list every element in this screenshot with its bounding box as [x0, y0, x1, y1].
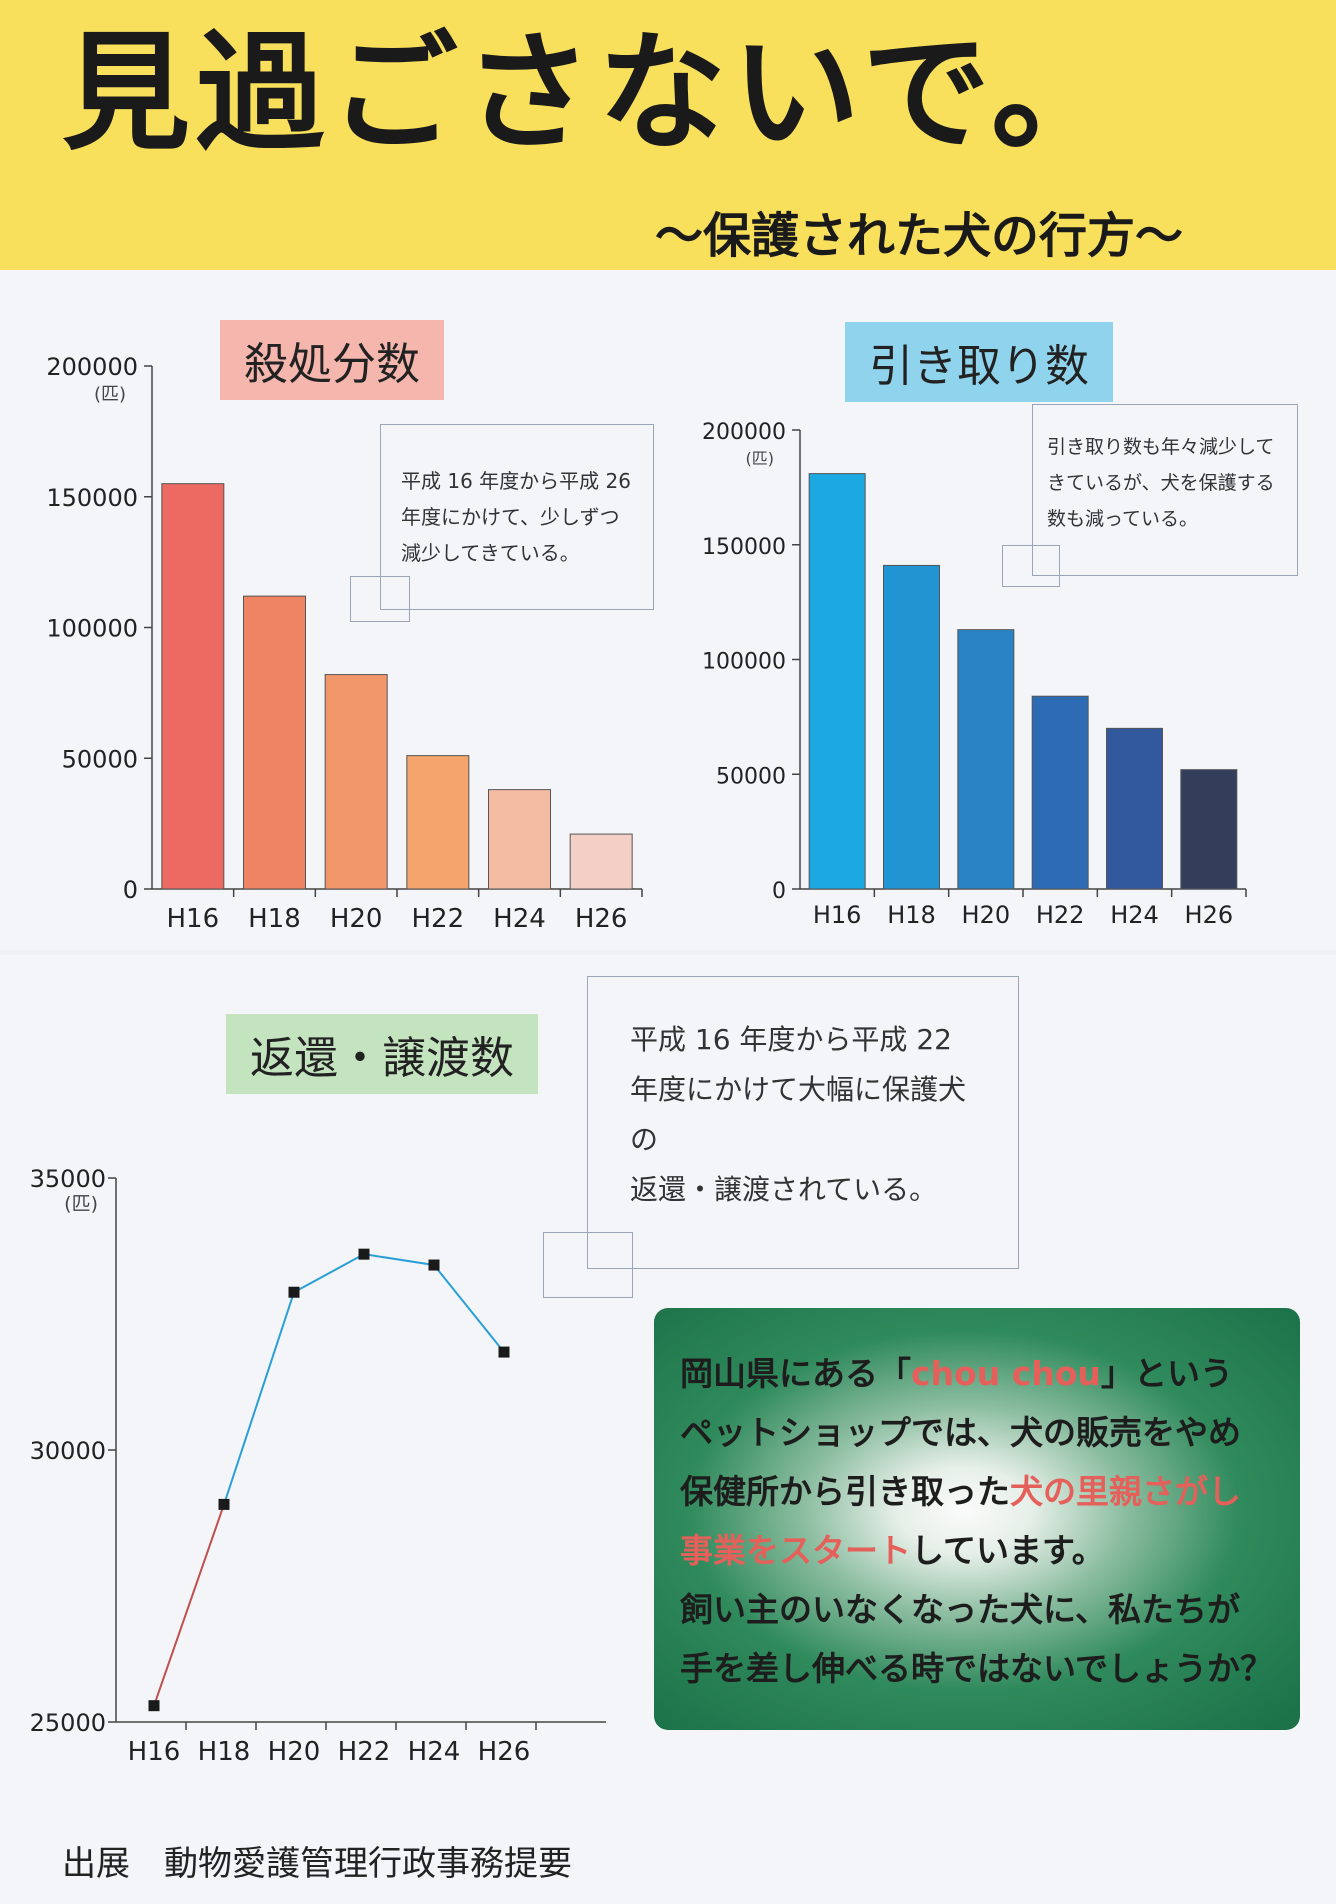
note-connector-box	[543, 1232, 633, 1298]
kill-bar	[324, 674, 388, 890]
source-citation: 出展 動物愛護管理行政事務提要	[62, 1836, 606, 1885]
return-line-segment	[223, 1291, 295, 1505]
takein-y-tick-label: 0	[772, 879, 786, 904]
kill-bar	[243, 595, 306, 890]
takein-y-tick-label: 50000	[716, 764, 786, 789]
return-line-segment	[153, 1504, 225, 1707]
kill-y-tick-label: 100000	[46, 615, 138, 643]
source-text: 動物愛護管理行政事務提要	[164, 1844, 572, 1884]
callout-text: 保健所から引き取った	[680, 1472, 1010, 1511]
kill-bar	[161, 483, 225, 890]
page-title: 見過ごさないで。	[62, 19, 1126, 168]
header-banner: 見過ごさないで。 〜保護された犬の行方〜	[0, 0, 1336, 276]
shop-name: chou chou	[911, 1354, 1101, 1393]
takein-bar	[883, 564, 940, 890]
callout-line: ペットショップでは、犬の販売をやめ	[680, 1413, 1241, 1452]
kill-x-tick-label: H16	[167, 904, 220, 934]
kill-x-tick-label: H18	[248, 904, 301, 934]
takein-bar	[808, 473, 866, 890]
return-y-tick-label: 25000	[30, 1709, 106, 1737]
return-data-point	[148, 1700, 160, 1712]
return-line-segment	[293, 1253, 365, 1294]
return-line-segment	[363, 1253, 435, 1267]
kill-chart-title: 殺処分数	[220, 320, 444, 400]
takein-y-tick-label: 200000	[702, 420, 786, 445]
takein-bar	[1180, 769, 1238, 890]
takein-x-tick-label: H22	[1036, 901, 1085, 929]
return-x-tick-label: H26	[478, 1737, 531, 1767]
kill-chart-note: 平成 16 年度から平成 26 年度にかけて、少しずつ 減少してきている。	[380, 424, 654, 610]
return-data-point	[288, 1286, 300, 1298]
return-x-tick-label: H18	[198, 1737, 251, 1767]
takein-y-tick-label: 100000	[702, 650, 786, 675]
takein-x-tick-label: H18	[887, 901, 936, 929]
kill-y-tick-label: 150000	[46, 484, 138, 512]
kill-y-tick-label: 200000	[46, 353, 138, 381]
takein-y-tick-label: 150000	[702, 535, 786, 560]
note-line: 年度にかけて、少しずつ	[401, 505, 620, 529]
kill-y-tick-label: 50000	[62, 745, 138, 773]
note-line: 年度にかけて大幅に保護犬の	[630, 1073, 967, 1156]
note-line: 平成 16 年度から平成 22	[630, 1023, 952, 1056]
page-subtitle: 〜保護された犬の行方〜	[655, 208, 1184, 264]
callout-line: 岡山県にある「chou chou」という	[680, 1344, 1274, 1403]
return-chart-title: 返還・譲渡数	[226, 1014, 538, 1094]
return-data-point	[358, 1248, 370, 1260]
return-y-tick-label: 35000	[30, 1165, 106, 1193]
takein-unit-label: (匹)	[746, 449, 775, 468]
return-chart-note: 平成 16 年度から平成 22 年度にかけて大幅に保護犬の 返還・譲渡されている…	[587, 976, 1019, 1269]
kill-bar	[406, 755, 470, 890]
return-x-tick-label: H16	[128, 1737, 181, 1767]
takein-bar	[1031, 695, 1089, 890]
note-connector-box	[1002, 545, 1060, 587]
note-line: 引き取り数も年々減少して	[1047, 436, 1275, 458]
takein-x-tick-label: H24	[1110, 901, 1159, 929]
return-line-segment	[433, 1264, 505, 1353]
takein-bar	[957, 629, 1015, 890]
callout-text: 」という	[1100, 1354, 1233, 1393]
takein-x-tick-label: H26	[1185, 901, 1234, 929]
return-y-tick-label: 30000	[30, 1437, 106, 1465]
adoption-callout: 岡山県にある「chou chou」という ペットショップでは、犬の販売をやめ 保…	[654, 1308, 1300, 1730]
return-data-point	[428, 1259, 440, 1271]
kill-unit-label: (匹)	[94, 384, 126, 405]
note-line: 返還・譲渡されている。	[630, 1173, 938, 1206]
callout-text: しています。	[911, 1531, 1105, 1570]
callout-highlight: 犬の里親さがし	[1010, 1472, 1241, 1511]
note-line: 平成 16 年度から平成 26	[401, 469, 631, 493]
return-unit-label: (匹)	[64, 1193, 98, 1215]
kill-x-tick-label: H24	[493, 904, 546, 934]
callout-line: 飼い主のいなくなった犬に、私たちが	[680, 1590, 1241, 1629]
kill-bar	[569, 833, 633, 890]
return-data-point	[498, 1346, 510, 1358]
kill-bar	[488, 789, 551, 890]
kill-y-tick-label: 0	[123, 876, 138, 904]
return-x-tick-label: H22	[338, 1737, 391, 1767]
callout-line: 保健所から引き取った犬の里親さがし	[680, 1462, 1274, 1521]
callout-highlight: 事業をスタート	[680, 1531, 911, 1570]
takein-chart-note: 引き取り数も年々減少して きているが、犬を保護する 数も減っている。	[1032, 404, 1298, 576]
takein-bar	[1106, 727, 1163, 890]
callout-line: 手を差し伸べる時ではないでしょうか？	[680, 1649, 1274, 1688]
kill-x-tick-label: H26	[575, 904, 628, 934]
return-data-point	[218, 1498, 230, 1510]
kill-x-tick-label: H22	[412, 904, 465, 934]
return-x-tick-label: H24	[408, 1737, 461, 1767]
note-line: 減少してきている。	[401, 541, 580, 565]
source-label: 出展	[62, 1844, 130, 1884]
note-line: 数も減っている。	[1047, 508, 1199, 530]
return-x-tick-label: H20	[268, 1737, 321, 1767]
note-line: きているが、犬を保護する	[1047, 472, 1275, 494]
takein-x-tick-label: H20	[962, 901, 1011, 929]
takein-x-tick-label: H16	[813, 901, 862, 929]
takein-chart-title: 引き取り数	[845, 322, 1113, 402]
callout-line: 事業をスタートしています。	[680, 1521, 1274, 1580]
kill-x-tick-label: H20	[330, 904, 383, 934]
callout-text: 岡山県にある「	[680, 1354, 911, 1393]
